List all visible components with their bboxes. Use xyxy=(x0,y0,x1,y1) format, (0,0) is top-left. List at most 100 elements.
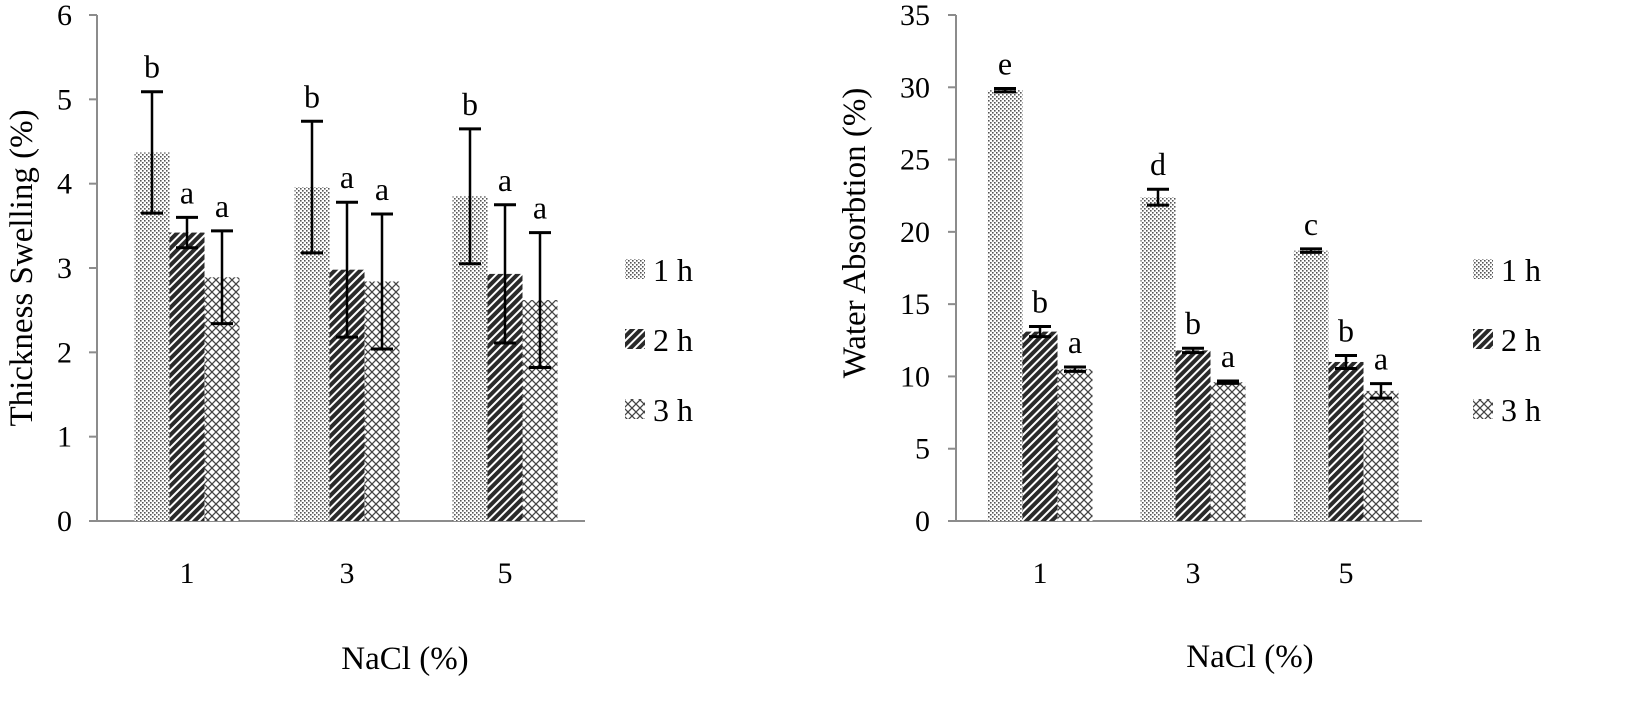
y-axis-title: Thickness Swelling (%) xyxy=(4,109,40,426)
error-bar xyxy=(301,119,323,255)
legend-label: 1 h xyxy=(1501,252,1541,288)
x-axis-title: NaCl (%) xyxy=(1186,639,1313,675)
legend-label: 2 h xyxy=(653,322,693,358)
significance-label: a xyxy=(498,162,512,198)
significance-label: a xyxy=(1374,341,1388,377)
legend-label: 2 h xyxy=(1501,322,1541,358)
legend-item: 3 h xyxy=(625,392,693,428)
legend: 1 h 2 h 3 h xyxy=(1473,252,1541,428)
bar xyxy=(987,90,1023,522)
y-tick-label: 20 xyxy=(900,216,930,249)
legend-swatch xyxy=(625,329,645,349)
bar xyxy=(169,232,205,521)
error-bar xyxy=(141,90,163,215)
x-tick-label: 1 xyxy=(1033,557,1048,590)
legend-label: 1 h xyxy=(653,252,693,288)
bar xyxy=(1140,197,1176,521)
error-bar xyxy=(1370,382,1392,400)
significance-label: a xyxy=(375,171,389,207)
significance-label: d xyxy=(1150,146,1166,182)
legend-label: 3 h xyxy=(653,392,693,428)
significance-label: a xyxy=(215,188,229,224)
y-axis: 0 1 2 3 4 5 6 xyxy=(57,0,98,538)
y-tick-label: 0 xyxy=(915,505,930,538)
bar xyxy=(1328,361,1364,521)
bar xyxy=(1210,382,1246,521)
legend-item: 1 h xyxy=(625,252,693,288)
significance-label: a xyxy=(340,159,354,195)
legend-swatch xyxy=(1473,259,1493,279)
bar xyxy=(1022,331,1058,521)
significance-label: b xyxy=(1338,312,1354,348)
legend-swatch xyxy=(625,399,645,419)
error-bar xyxy=(1029,325,1051,339)
y-tick-label: 1 xyxy=(57,421,72,454)
y-tick-label: 15 xyxy=(900,288,930,321)
y-tick-label: 4 xyxy=(57,168,72,201)
error-bar xyxy=(529,231,551,370)
significance-label: b xyxy=(462,86,478,122)
x-tick-label: 1 xyxy=(180,557,195,590)
legend-item: 2 h xyxy=(1473,322,1541,358)
y-tick-label: 35 xyxy=(900,0,930,32)
significance-label: a xyxy=(533,190,547,226)
error-bar xyxy=(1064,365,1086,373)
error-bar xyxy=(336,200,358,339)
error-bar xyxy=(371,212,393,351)
bar xyxy=(1293,250,1329,521)
error-bar xyxy=(494,203,516,345)
legend-item: 1 h xyxy=(1473,252,1541,288)
error-bar xyxy=(994,86,1016,94)
significance-label: a xyxy=(180,174,194,210)
legend-item: 2 h xyxy=(625,322,693,358)
legend-item: 3 h xyxy=(1473,392,1541,428)
error-bar xyxy=(211,229,233,326)
bar xyxy=(1057,369,1093,521)
y-tick-label: 10 xyxy=(900,360,930,393)
x-axis: 1 3 5 xyxy=(956,520,1422,590)
significance-label: a xyxy=(1068,324,1082,360)
y-tick-label: 25 xyxy=(900,144,930,177)
legend: 1 h 2 h 3 h xyxy=(625,252,693,428)
x-tick-label: 3 xyxy=(340,557,355,590)
y-tick-label: 30 xyxy=(900,71,930,104)
x-tick-label: 5 xyxy=(498,557,513,590)
bar xyxy=(1175,350,1211,521)
legend-label: 3 h xyxy=(1501,392,1541,428)
y-tick-label: 6 xyxy=(57,0,72,32)
error-bar xyxy=(1335,353,1357,370)
y-tick-label: 2 xyxy=(57,336,72,369)
significance-labels: bb ba a aa aa xyxy=(144,49,547,226)
y-tick-label: 5 xyxy=(915,433,930,466)
y-tick-label: 3 xyxy=(57,252,72,285)
y-axis: 0 5 10 15 20 25 30 35 xyxy=(900,0,957,538)
x-axis-title: NaCl (%) xyxy=(341,641,468,677)
legend-swatch xyxy=(1473,329,1493,349)
legend-swatch xyxy=(1473,399,1493,419)
bar xyxy=(1363,390,1399,521)
legend-swatch xyxy=(625,259,645,279)
y-axis-title: Water Absorbtion (%) xyxy=(837,88,873,379)
error-bar xyxy=(1217,379,1239,385)
error-bar xyxy=(459,127,481,266)
error-bars xyxy=(141,90,551,370)
error-bar xyxy=(1147,187,1169,207)
error-bar xyxy=(1182,346,1204,355)
error-bar xyxy=(176,215,198,250)
significance-label: c xyxy=(1304,206,1318,242)
x-axis: 1 3 5 xyxy=(97,520,585,590)
significance-label: a xyxy=(1221,338,1235,374)
significance-label: b xyxy=(144,49,160,85)
significance-label: b xyxy=(304,78,320,114)
x-tick-label: 3 xyxy=(1186,557,1201,590)
error-bars xyxy=(994,86,1392,400)
y-tick-label: 0 xyxy=(57,505,72,538)
error-bar xyxy=(1300,247,1322,254)
x-tick-label: 5 xyxy=(1339,557,1354,590)
significance-label: e xyxy=(998,45,1012,81)
significance-label: b xyxy=(1032,284,1048,320)
